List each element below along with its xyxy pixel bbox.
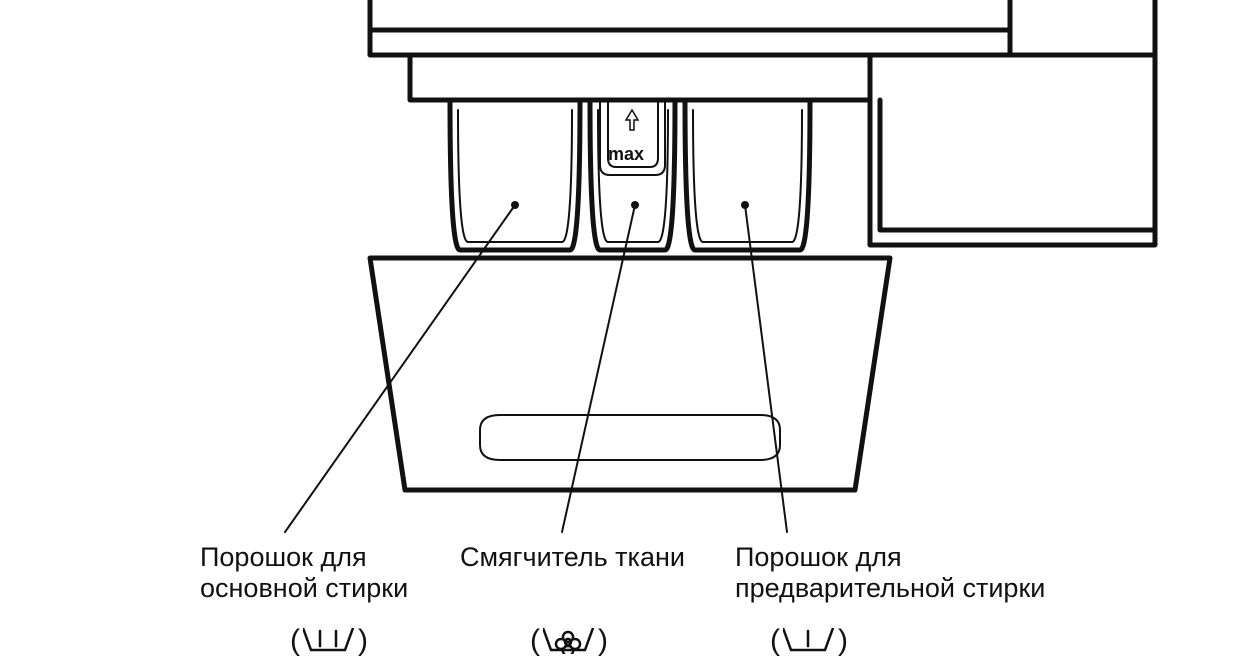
paren-close: ) (598, 624, 608, 658)
label-softener: Смягчитель ткани (460, 542, 685, 573)
label-prewash: Порошок для предварительной стирки (735, 542, 1045, 604)
label-softener-text: Смягчитель ткани (460, 542, 685, 572)
tray-one-bar-icon (783, 628, 835, 654)
label-main-wash: Порошок для основной стирки (200, 542, 408, 604)
paren-open: ( (290, 624, 300, 658)
paren-close: ) (358, 624, 368, 658)
label-main-wash-line2: основной стирки (200, 573, 408, 603)
detergent-drawer-diagram: max Порошок для основной стирки Смягчите… (0, 0, 1244, 660)
tray-two-bars-icon (303, 628, 355, 654)
paren-open: ( (530, 624, 540, 658)
symbol-softener: ( ) (530, 624, 608, 658)
label-main-wash-line1: Порошок для (200, 542, 367, 572)
tray-flower-icon (543, 628, 595, 654)
paren-open: ( (770, 624, 780, 658)
max-level-label: max (608, 144, 644, 165)
label-prewash-line1: Порошок для (735, 542, 902, 572)
symbol-prewash: ( ) (770, 624, 848, 658)
paren-close: ) (838, 624, 848, 658)
label-prewash-line2: предварительной стирки (735, 573, 1045, 603)
symbol-main-wash: ( ) (290, 624, 368, 658)
